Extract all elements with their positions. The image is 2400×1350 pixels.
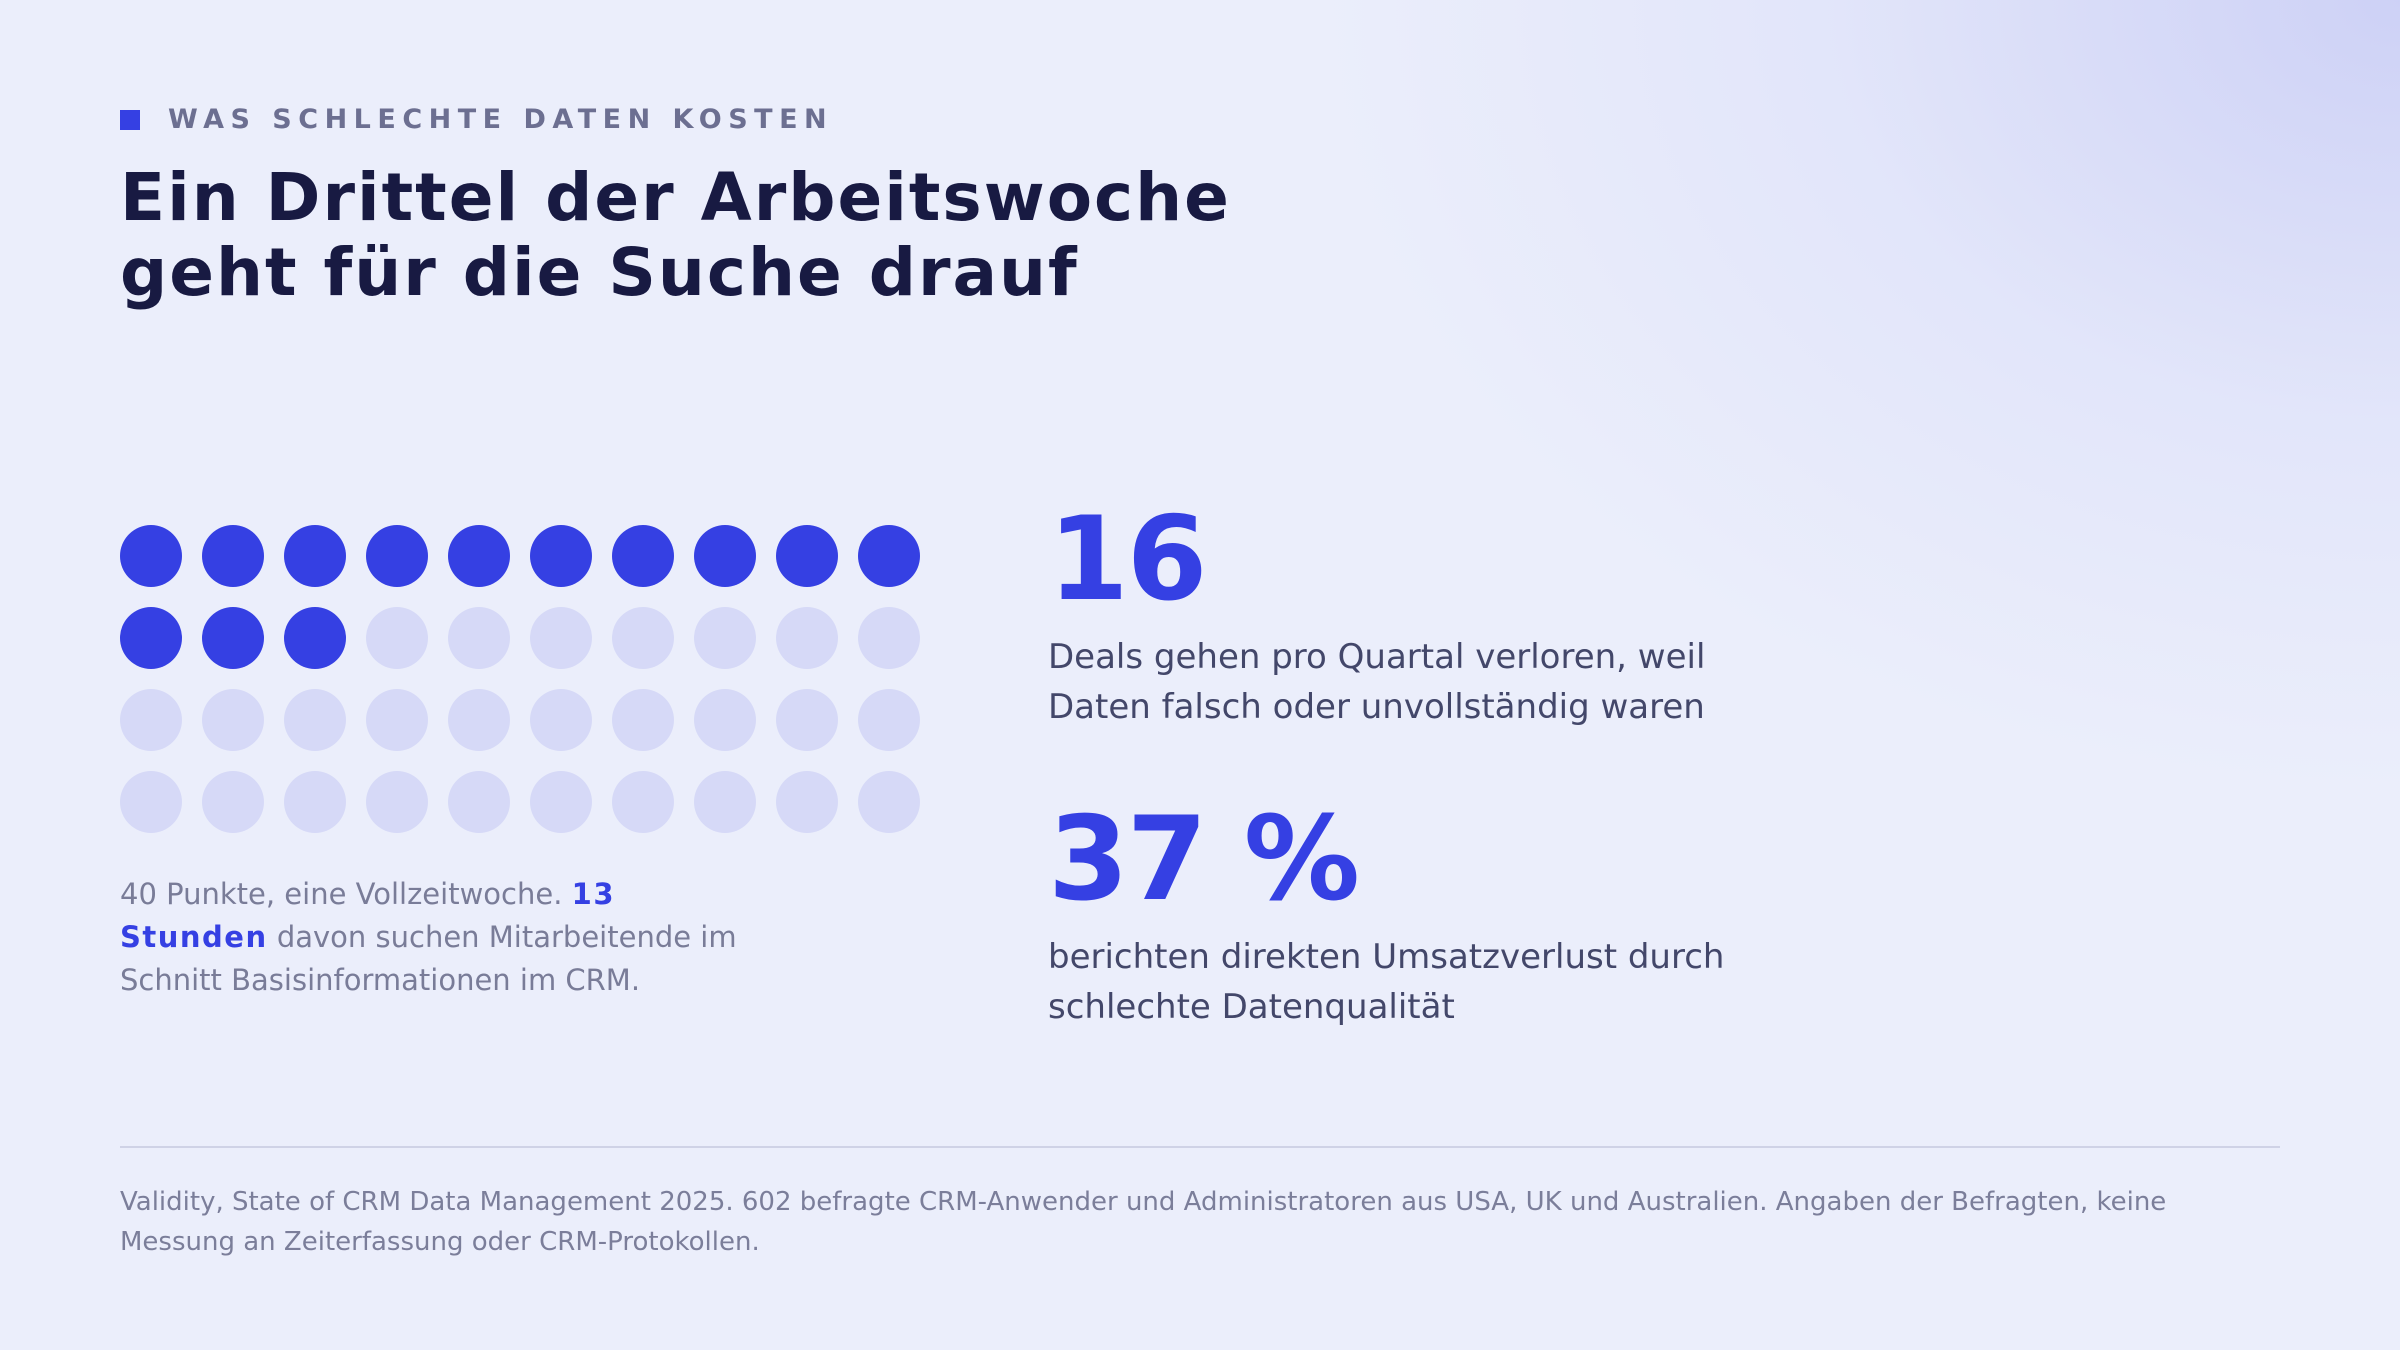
- waffle-dot-highlighted: [120, 525, 182, 587]
- waffle-dot: [284, 771, 346, 833]
- waffle-dot: [530, 771, 592, 833]
- page-title: Ein Drittel der Arbeitswoche geht für di…: [120, 160, 1231, 310]
- waffle-dot: [858, 771, 920, 833]
- waffle-dot: [776, 607, 838, 669]
- waffle-dot-highlighted: [530, 525, 592, 587]
- waffle-caption: 40 Punkte, eine Vollzeitwoche. 13 Stunde…: [120, 873, 760, 1002]
- waffle-dot: [366, 689, 428, 751]
- stat-description: Deals gehen pro Quartal verloren, weil D…: [1048, 637, 1706, 727]
- waffle-dot: [776, 771, 838, 833]
- page-title-line-2: geht für die Suche drauf: [120, 234, 1079, 311]
- caption-highlight: 13 Stunden: [120, 877, 615, 954]
- waffle-dot: [284, 689, 346, 751]
- divider: [120, 1146, 2280, 1148]
- waffle-dot: [694, 607, 756, 669]
- page-title-line-1: Ein Drittel der Arbeitswoche: [120, 159, 1231, 236]
- waffle-dot: [858, 607, 920, 669]
- waffle-dot: [202, 771, 264, 833]
- waffle-dot-highlighted: [694, 525, 756, 587]
- waffle-dot: [120, 689, 182, 751]
- source-footnote: Validity, State of CRM Data Management 2…: [120, 1187, 2167, 1257]
- waffle-dot: [612, 771, 674, 833]
- waffle-dot: [202, 689, 264, 751]
- waffle-dot: [448, 607, 510, 669]
- waffle-dot-highlighted: [202, 607, 264, 669]
- waffle-dot: [366, 607, 428, 669]
- waffle-dot: [120, 771, 182, 833]
- waffle-dot-highlighted: [776, 525, 838, 587]
- eyebrow-square-marker: [120, 110, 140, 130]
- waffle-dot-highlighted: [858, 525, 920, 587]
- waffle-dot: [448, 771, 510, 833]
- waffle-dot-highlighted: [202, 525, 264, 587]
- waffle-dot-highlighted: [612, 525, 674, 587]
- caption-text-after: davon suchen Mitarbeitende im Schnitt Ba…: [120, 920, 737, 997]
- stat-value: 37 %: [1048, 792, 1360, 927]
- eyebrow-label: WAS SCHLECHTE DATEN KOSTEN: [168, 104, 834, 135]
- stat-description: berichten direkten Umsatzverlust durch s…: [1048, 937, 1725, 1027]
- waffle-dot: [530, 607, 592, 669]
- stat-revenue-loss: 37 % berichten direkten Umsatzverlust du…: [1048, 800, 1768, 1032]
- waffle-dot-highlighted: [448, 525, 510, 587]
- waffle-dot: [858, 689, 920, 751]
- waffle-dot: [612, 607, 674, 669]
- stat-value: 16: [1048, 492, 1207, 627]
- waffle-chart: [120, 525, 920, 835]
- waffle-dot: [776, 689, 838, 751]
- waffle-dot: [694, 771, 756, 833]
- caption-text-before: 40 Punkte, eine Vollzeitwoche.: [120, 877, 572, 911]
- eyebrow: WAS SCHLECHTE DATEN KOSTEN: [120, 104, 833, 136]
- waffle-dot: [366, 771, 428, 833]
- waffle-dot-highlighted: [120, 607, 182, 669]
- waffle-dot: [612, 689, 674, 751]
- waffle-dot-highlighted: [284, 525, 346, 587]
- waffle-dot: [530, 689, 592, 751]
- waffle-dot-highlighted: [284, 607, 346, 669]
- waffle-dot: [694, 689, 756, 751]
- stat-lost-deals: 16 Deals gehen pro Quartal verloren, wei…: [1048, 500, 1768, 732]
- waffle-dot: [448, 689, 510, 751]
- waffle-dot-highlighted: [366, 525, 428, 587]
